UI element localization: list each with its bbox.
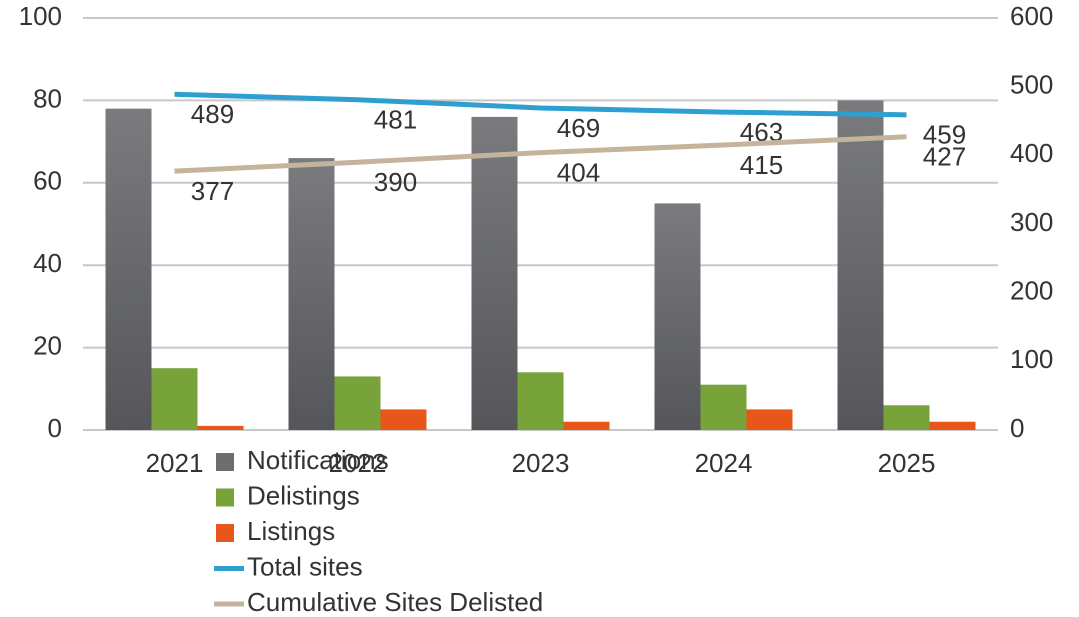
data-label: 390 [374,167,417,197]
bar [471,116,518,430]
bar [197,425,244,430]
y2-tick-label: 100 [1010,344,1053,374]
data-label: 481 [374,105,417,135]
legend-swatch [216,488,234,507]
x-tick-label: 2024 [695,448,753,478]
y-tick-label: 100 [19,1,62,31]
y2-tick-label: 0 [1010,413,1024,443]
bar [654,203,701,430]
line [174,134,907,174]
bar [837,100,884,431]
legend-swatch [216,524,234,542]
data-label: 404 [557,157,600,187]
y-tick-label: 40 [33,248,62,278]
bar [105,108,152,430]
bar [517,372,564,430]
data-label: 459 [923,120,966,150]
bar [151,368,198,430]
data-label: 415 [740,150,783,180]
bar [334,376,381,430]
y2-tick-label: 500 [1010,70,1053,100]
y2-tick-label: 300 [1010,207,1053,237]
bar [700,384,747,430]
x-tick-label: 2021 [146,448,204,478]
bar [883,405,930,430]
y2-tick-label: 600 [1010,1,1053,31]
line [174,91,907,118]
y2-tick-label: 400 [1010,138,1053,168]
y2-tick-label: 200 [1010,276,1053,306]
legend-label: Delistings [247,480,360,510]
bar [563,421,610,430]
y-tick-label: 80 [33,83,62,113]
legend-label: Listings [247,516,335,546]
data-label: 469 [557,113,600,143]
legend-swatch [216,453,234,471]
x-tick-label: 2025 [878,448,936,478]
y-tick-label: 20 [33,330,62,360]
legend-label: Cumulative Sites Delisted [247,587,543,617]
y-tick-label: 0 [48,413,62,443]
data-label: 377 [191,176,234,206]
bar [288,158,335,430]
data-label: 427 [923,142,966,172]
bar [380,409,427,430]
legend-label: Notifications [247,445,389,475]
data-label: 489 [191,99,234,129]
bar [746,409,793,430]
y-tick-label: 60 [33,166,62,196]
x-tick-label: 2022 [329,448,387,478]
bar [929,421,976,430]
legend-label: Total sites [247,551,363,581]
x-tick-label: 2023 [512,448,570,478]
